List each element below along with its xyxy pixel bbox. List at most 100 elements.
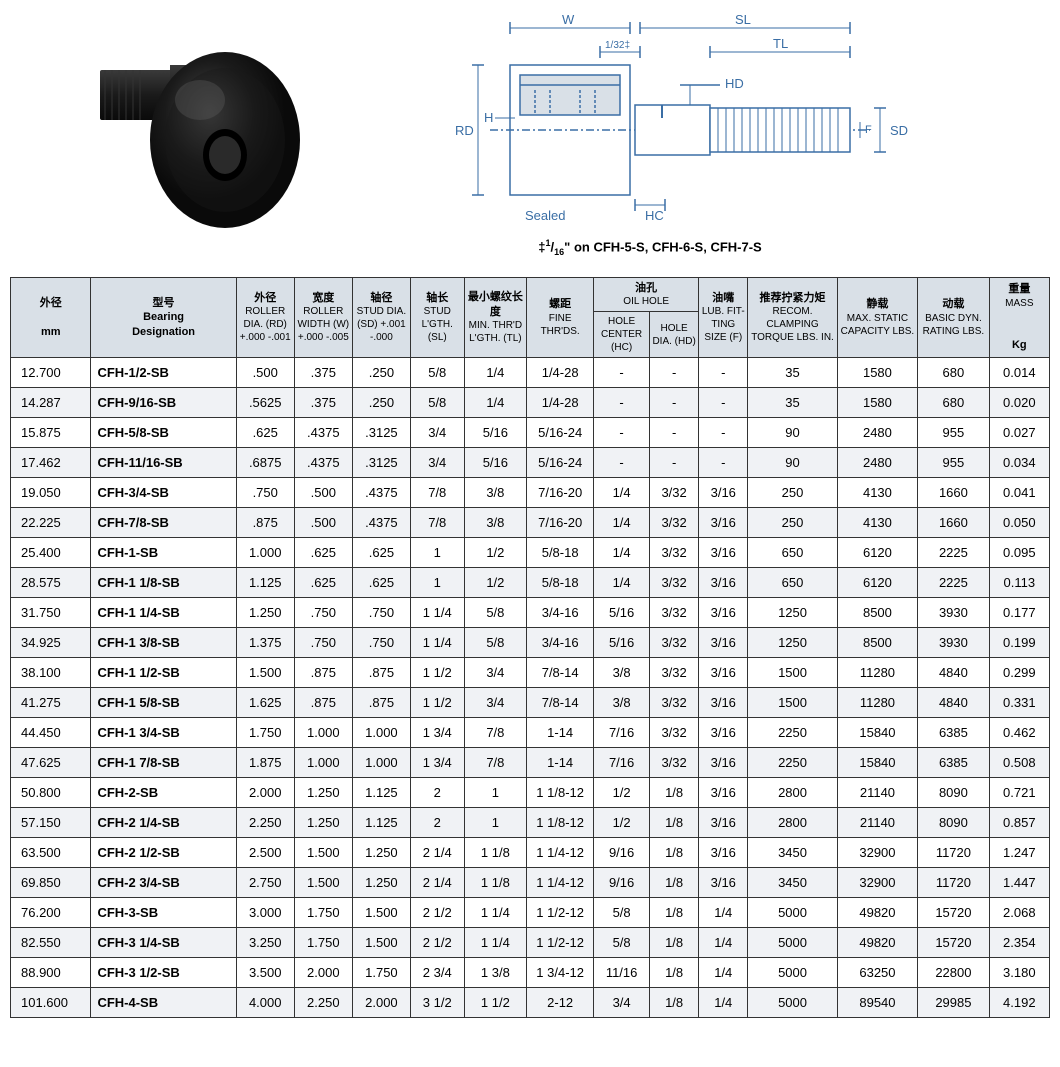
hdr-fine-en: FINE THR'DS. (529, 312, 591, 338)
cell-hc: 7/16 (594, 718, 650, 748)
cell-f: 3/16 (699, 778, 748, 808)
cell-fine: 1-14 (527, 748, 594, 778)
cell-hd: 1/8 (650, 928, 699, 958)
cell-fine: 1 1/4-12 (527, 868, 594, 898)
cell-sd: 1.750 (352, 958, 410, 988)
cell-dyn: 8090 (918, 778, 990, 808)
cell-torque: 250 (748, 478, 837, 508)
cell-sl: 5/8 (410, 358, 464, 388)
cell-tl: 1 1/8 (464, 838, 527, 868)
cell-tl: 1 1/4 (464, 928, 527, 958)
cell-torque: 5000 (748, 988, 837, 1018)
cell-dyn: 15720 (918, 928, 990, 958)
cell-w: 1.000 (294, 718, 352, 748)
cell-od: 63.500 (11, 838, 91, 868)
cell-rd: .6875 (236, 448, 294, 478)
cell-hd: 3/32 (650, 568, 699, 598)
cell-dyn: 11720 (918, 838, 990, 868)
cell-sl: 7/8 (410, 478, 464, 508)
cell-designation: CFH-5/8-SB (91, 418, 236, 448)
table-row: 17.462 CFH-11/16-SB .6875 .4375 .3125 3/… (11, 448, 1050, 478)
cell-mass: 0.199 (989, 628, 1049, 658)
cell-tl: 1/2 (464, 568, 527, 598)
table-row: 44.450 CFH-1 3/4-SB 1.750 1.000 1.000 1 … (11, 718, 1050, 748)
cell-sd: 2.000 (352, 988, 410, 1018)
cell-od: 50.800 (11, 778, 91, 808)
cell-od: 14.287 (11, 388, 91, 418)
cell-mass: 4.192 (989, 988, 1049, 1018)
cell-designation: CFH-3-SB (91, 898, 236, 928)
cell-torque: 90 (748, 418, 837, 448)
dim-rd: RD (455, 123, 474, 138)
cell-torque: 2250 (748, 718, 837, 748)
hdr-f-en: LUB. FIT-TING SIZE (F) (701, 305, 745, 344)
cell-od: 12.700 (11, 358, 91, 388)
hdr-des-cn: 型号 (153, 297, 175, 309)
cell-static: 11280 (837, 688, 917, 718)
dim-sealed: Sealed (525, 208, 565, 223)
cell-w: .375 (294, 388, 352, 418)
cell-rd: .625 (236, 418, 294, 448)
cell-sd: 1.250 (352, 838, 410, 868)
cell-sl: 1 1/2 (410, 688, 464, 718)
cell-torque: 3450 (748, 868, 837, 898)
cell-sl: 1 (410, 538, 464, 568)
cell-fine: 3/4-16 (527, 598, 594, 628)
table-row: 14.287 CFH-9/16-SB .5625 .375 .250 5/8 1… (11, 388, 1050, 418)
cell-dyn: 8090 (918, 808, 990, 838)
cell-sd: 1.250 (352, 868, 410, 898)
cell-torque: 1500 (748, 658, 837, 688)
hdr-fine-cn: 螺距 (549, 298, 571, 310)
cell-w: 2.250 (294, 988, 352, 1018)
cell-dyn: 3930 (918, 598, 990, 628)
hdr-tl-cn: 最小螺纹长度 (468, 291, 523, 317)
table-row: 41.275 CFH-1 5/8-SB 1.625 .875 .875 1 1/… (11, 688, 1050, 718)
cell-torque: 1500 (748, 688, 837, 718)
cell-dyn: 22800 (918, 958, 990, 988)
cell-hc: 3/8 (594, 658, 650, 688)
cell-static: 32900 (837, 868, 917, 898)
cell-od: 34.925 (11, 628, 91, 658)
cell-sl: 2 1/2 (410, 898, 464, 928)
cell-sd: .3125 (352, 418, 410, 448)
cell-fine: 1 3/4-12 (527, 958, 594, 988)
cell-designation: CFH-1 3/4-SB (91, 718, 236, 748)
cell-f: 3/16 (699, 838, 748, 868)
cell-f: 3/16 (699, 628, 748, 658)
cell-hc: - (594, 418, 650, 448)
cell-w: .375 (294, 358, 352, 388)
cell-sd: .750 (352, 598, 410, 628)
cell-dyn: 680 (918, 358, 990, 388)
cell-rd: 1.625 (236, 688, 294, 718)
cell-w: 1.500 (294, 868, 352, 898)
cell-f: 3/16 (699, 478, 748, 508)
cell-torque: 2250 (748, 748, 837, 778)
cell-tl: 1 1/4 (464, 898, 527, 928)
cell-tl: 1 1/8 (464, 868, 527, 898)
hdr-sl-en: STUD L'GTH. (SL) (413, 305, 462, 344)
cell-sd: .750 (352, 628, 410, 658)
cell-hd: 3/32 (650, 538, 699, 568)
cell-sd: 1.000 (352, 718, 410, 748)
table-row: 15.875 CFH-5/8-SB .625 .4375 .3125 3/4 5… (11, 418, 1050, 448)
cell-rd: 1.875 (236, 748, 294, 778)
cell-w: .625 (294, 568, 352, 598)
cell-torque: 35 (748, 388, 837, 418)
cell-tl: 5/8 (464, 628, 527, 658)
cell-static: 32900 (837, 838, 917, 868)
cell-tl: 3/8 (464, 478, 527, 508)
cell-hc: 9/16 (594, 838, 650, 868)
cell-fine: 1 1/8-12 (527, 778, 594, 808)
cell-w: .500 (294, 478, 352, 508)
hdr-oil-cn: 油孔 (635, 282, 657, 294)
hdr-m-unit: Kg (1012, 339, 1027, 351)
cell-mass: 0.177 (989, 598, 1049, 628)
cell-sl: 5/8 (410, 388, 464, 418)
dim-hd: HD (725, 76, 744, 91)
hdr-hd-en: HOLE DIA. (HD) (652, 322, 696, 348)
dim-f: F (865, 124, 872, 136)
cell-hc: 3/4 (594, 988, 650, 1018)
cell-rd: 2.750 (236, 868, 294, 898)
hdr-st-cn: 静载 (866, 298, 888, 310)
table-row: 63.500 CFH-2 1/2-SB 2.500 1.500 1.250 2 … (11, 838, 1050, 868)
